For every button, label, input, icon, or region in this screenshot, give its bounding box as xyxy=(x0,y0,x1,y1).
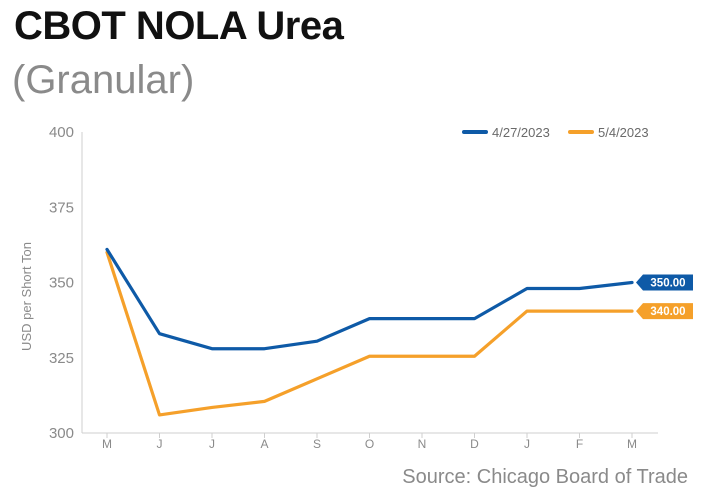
end-label-text-1: 350.00 xyxy=(650,278,685,290)
series-lines xyxy=(105,247,634,417)
end-value-labels: 350.00 340.00 xyxy=(636,274,693,320)
legend-label-2: 5/4/2023 xyxy=(598,125,649,140)
x-tick-label: D xyxy=(470,437,479,451)
series-line-1 xyxy=(105,247,634,351)
x-tick-label: O xyxy=(365,437,374,451)
x-tick-label: M xyxy=(102,437,112,451)
end-label-tag-1 xyxy=(636,274,693,291)
chart-subtitle: (Granular) xyxy=(12,58,195,102)
chart-title: CBOT NOLA Urea xyxy=(14,4,344,48)
chart-axes xyxy=(81,132,658,434)
y-tick-label: 325 xyxy=(49,350,74,367)
y-tick-label: 375 xyxy=(49,199,74,216)
y-tick-label: 400 xyxy=(49,124,74,141)
y-tick-label: 350 xyxy=(49,275,74,292)
x-tick-label: F xyxy=(576,437,583,451)
x-tick-label: M xyxy=(627,437,637,451)
x-tick-label: J xyxy=(524,437,530,451)
y-tick-label: 300 xyxy=(49,425,74,442)
source-note: Source: Chicago Board of Trade xyxy=(402,466,688,488)
x-tick-label: J xyxy=(209,437,215,451)
series-line-2 xyxy=(105,250,634,417)
x-tick-label: J xyxy=(157,437,163,451)
y-axis-label: USD per Short Ton xyxy=(19,242,34,351)
x-tick-label: A xyxy=(260,437,268,451)
x-tick-label: N xyxy=(418,437,427,451)
end-label-text-2: 340.00 xyxy=(650,306,685,318)
y-axis-ticks: 300 325 350 375 400 xyxy=(49,124,74,442)
legend-label-1: 4/27/2023 xyxy=(492,125,550,140)
x-tick-label: S xyxy=(313,437,321,451)
end-label-tag-2 xyxy=(636,303,693,320)
chart-legend: 4/27/2023 5/4/2023 xyxy=(462,125,649,140)
